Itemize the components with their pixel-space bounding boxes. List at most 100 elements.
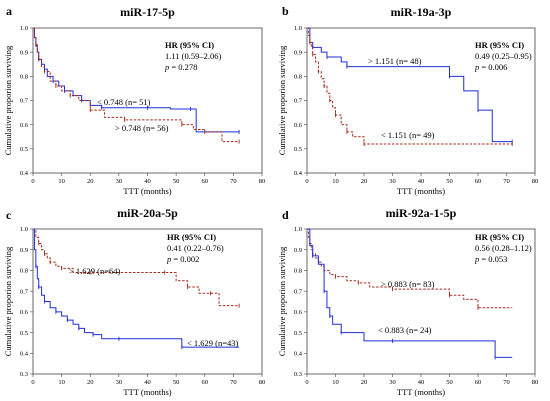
x-axis-label: TTT (months) <box>123 387 171 397</box>
x-tick-label: 20 <box>87 379 94 386</box>
x-tick-label: 80 <box>259 178 266 185</box>
x-tick-label: 70 <box>503 379 510 386</box>
x-tick-label: 40 <box>418 379 425 386</box>
x-tick-label: 10 <box>332 178 339 185</box>
x-tick-label: 20 <box>87 178 94 185</box>
panel-a: a miR-17-5p 0 10 20 30 40 50 60 70 80 0.4 0.5 0.6 0.7 0… <box>3 4 265 196</box>
y-tick-label: 0.9 <box>294 247 302 254</box>
series-label: < 1.151 (n= 49) <box>381 130 435 140</box>
y-tick-label: 0.8 <box>20 268 28 275</box>
panel-b: b miR-19a-3p 0 10 20 30 40 50 60 70 80 0.4 0.5 0.6 0.7… <box>277 4 538 196</box>
y-tick-label: 0.7 <box>294 288 303 295</box>
x-tick-label: 70 <box>503 178 510 185</box>
chart-title: miR-92a-1-5p <box>386 206 457 220</box>
y-tick-label: 0.6 <box>294 309 303 316</box>
x-tick-label: 80 <box>532 178 539 185</box>
y-tick-label: 0.4 <box>20 170 29 177</box>
x-tick-label: 0 <box>305 379 308 386</box>
y-tick-label: 0.3 <box>20 371 28 378</box>
series-label: < 0.748 (n= 51) <box>97 97 151 107</box>
x-tick-label: 30 <box>389 379 396 386</box>
y-tick-label: 1.0 <box>294 25 302 32</box>
x-tick-label: 80 <box>259 379 266 386</box>
y-tick-label: 0.8 <box>20 74 28 81</box>
p-value: p = 0.278 <box>164 62 197 72</box>
y-tick-label: 0.9 <box>294 49 302 56</box>
y-tick-label: 1.0 <box>20 25 28 32</box>
x-tick-label: 40 <box>144 379 151 386</box>
y-tick-label: 0.4 <box>20 350 29 357</box>
y-tick-label: 0.3 <box>294 371 302 378</box>
panel-letter: c <box>6 208 12 222</box>
x-tick-label: 30 <box>116 178 123 185</box>
y-tick-label: 0.4 <box>294 170 303 177</box>
series-line <box>307 228 513 309</box>
series-label: > 1.629 (n=64) <box>69 266 121 276</box>
x-tick-label: 50 <box>446 178 453 185</box>
y-tick-label: 0.8 <box>294 268 302 275</box>
x-axis-label: TTT (months) <box>397 186 445 196</box>
y-tick-label: 0.9 <box>20 49 28 56</box>
y-tick-label: 0.7 <box>20 98 29 105</box>
y-tick-label: 0.8 <box>294 74 302 81</box>
p-value: p = 0.002 <box>166 254 199 264</box>
x-tick-label: 60 <box>202 178 209 185</box>
y-tick-label: 0.5 <box>20 146 28 153</box>
series-label: > 0.748 (n= 56) <box>115 123 169 133</box>
series-label: > 0.883 (n= 83) <box>381 279 435 289</box>
x-tick-label: 50 <box>173 379 180 386</box>
x-tick-label: 20 <box>361 178 368 185</box>
y-tick-label: 0.7 <box>20 288 29 295</box>
x-tick-label: 40 <box>418 178 425 185</box>
x-axis-label: TTT (months) <box>397 387 445 397</box>
hr-label: HR (95% CI) <box>165 40 214 50</box>
series-label: > 1.151 (n= 48) <box>368 56 422 66</box>
hr-label: HR (95% CI) <box>475 40 524 50</box>
chart-title: miR-20a-5p <box>117 206 178 220</box>
y-axis-label: Cumulative proporion surviving <box>3 45 13 155</box>
y-tick-label: 0.6 <box>294 122 303 129</box>
x-tick-label: 10 <box>58 379 65 386</box>
y-tick-label: 0.7 <box>294 98 303 105</box>
x-tick-label: 0 <box>31 178 34 185</box>
x-tick-label: 0 <box>305 178 308 185</box>
series-line <box>307 27 513 145</box>
x-axis-label: TTT (months) <box>123 186 171 196</box>
x-tick-label: 70 <box>230 379 237 386</box>
series-line <box>33 27 240 143</box>
x-tick-label: 60 <box>475 178 482 185</box>
series-label: < 1.629 (n=43) <box>187 338 239 348</box>
x-tick-label: 50 <box>446 379 453 386</box>
panel-letter: d <box>282 208 289 222</box>
x-tick-label: 60 <box>475 379 482 386</box>
y-tick-label: 1.0 <box>294 226 302 233</box>
y-tick-label: 0.6 <box>20 122 29 129</box>
x-tick-label: 60 <box>202 379 209 386</box>
p-value: p = 0.053 <box>474 254 507 264</box>
p-value: p = 0.006 <box>474 62 507 72</box>
hr-value: 0.49 (0.25–0.95) <box>475 51 532 61</box>
y-tick-label: 0.5 <box>20 330 28 337</box>
y-tick-label: 0.5 <box>294 146 302 153</box>
x-tick-label: 30 <box>389 178 396 185</box>
panel-c: c miR-20a-5p 0 10 20 30 40 50 60 70 80 0.3 0.4 0.5 0.6… <box>3 206 265 397</box>
y-axis-label: Cumulative proporion surviving <box>277 45 287 155</box>
panel-letter: b <box>282 4 289 18</box>
panel-letter: a <box>6 4 12 18</box>
x-tick-label: 10 <box>58 178 65 185</box>
y-tick-label: 0.6 <box>20 309 29 316</box>
plot-frame <box>32 228 263 375</box>
hr-value: 0.56 (0.28–1.12) <box>475 243 532 253</box>
x-tick-label: 80 <box>532 379 539 386</box>
x-tick-label: 70 <box>230 178 237 185</box>
series-line <box>33 228 240 348</box>
hr-value: 0.41 (0.22–0.76) <box>167 243 224 253</box>
y-axis-label: Cumulative proporion surviving <box>3 246 13 356</box>
y-tick-label: 0.5 <box>294 330 302 337</box>
hr-value: 1.11 (0.59–2.06) <box>165 51 222 61</box>
y-tick-label: 0.4 <box>294 350 303 357</box>
y-axis-label: Cumulative proporion surviving <box>277 246 287 356</box>
chart-title: miR-19a-3p <box>391 5 452 19</box>
hr-label: HR (95% CI) <box>167 232 216 242</box>
